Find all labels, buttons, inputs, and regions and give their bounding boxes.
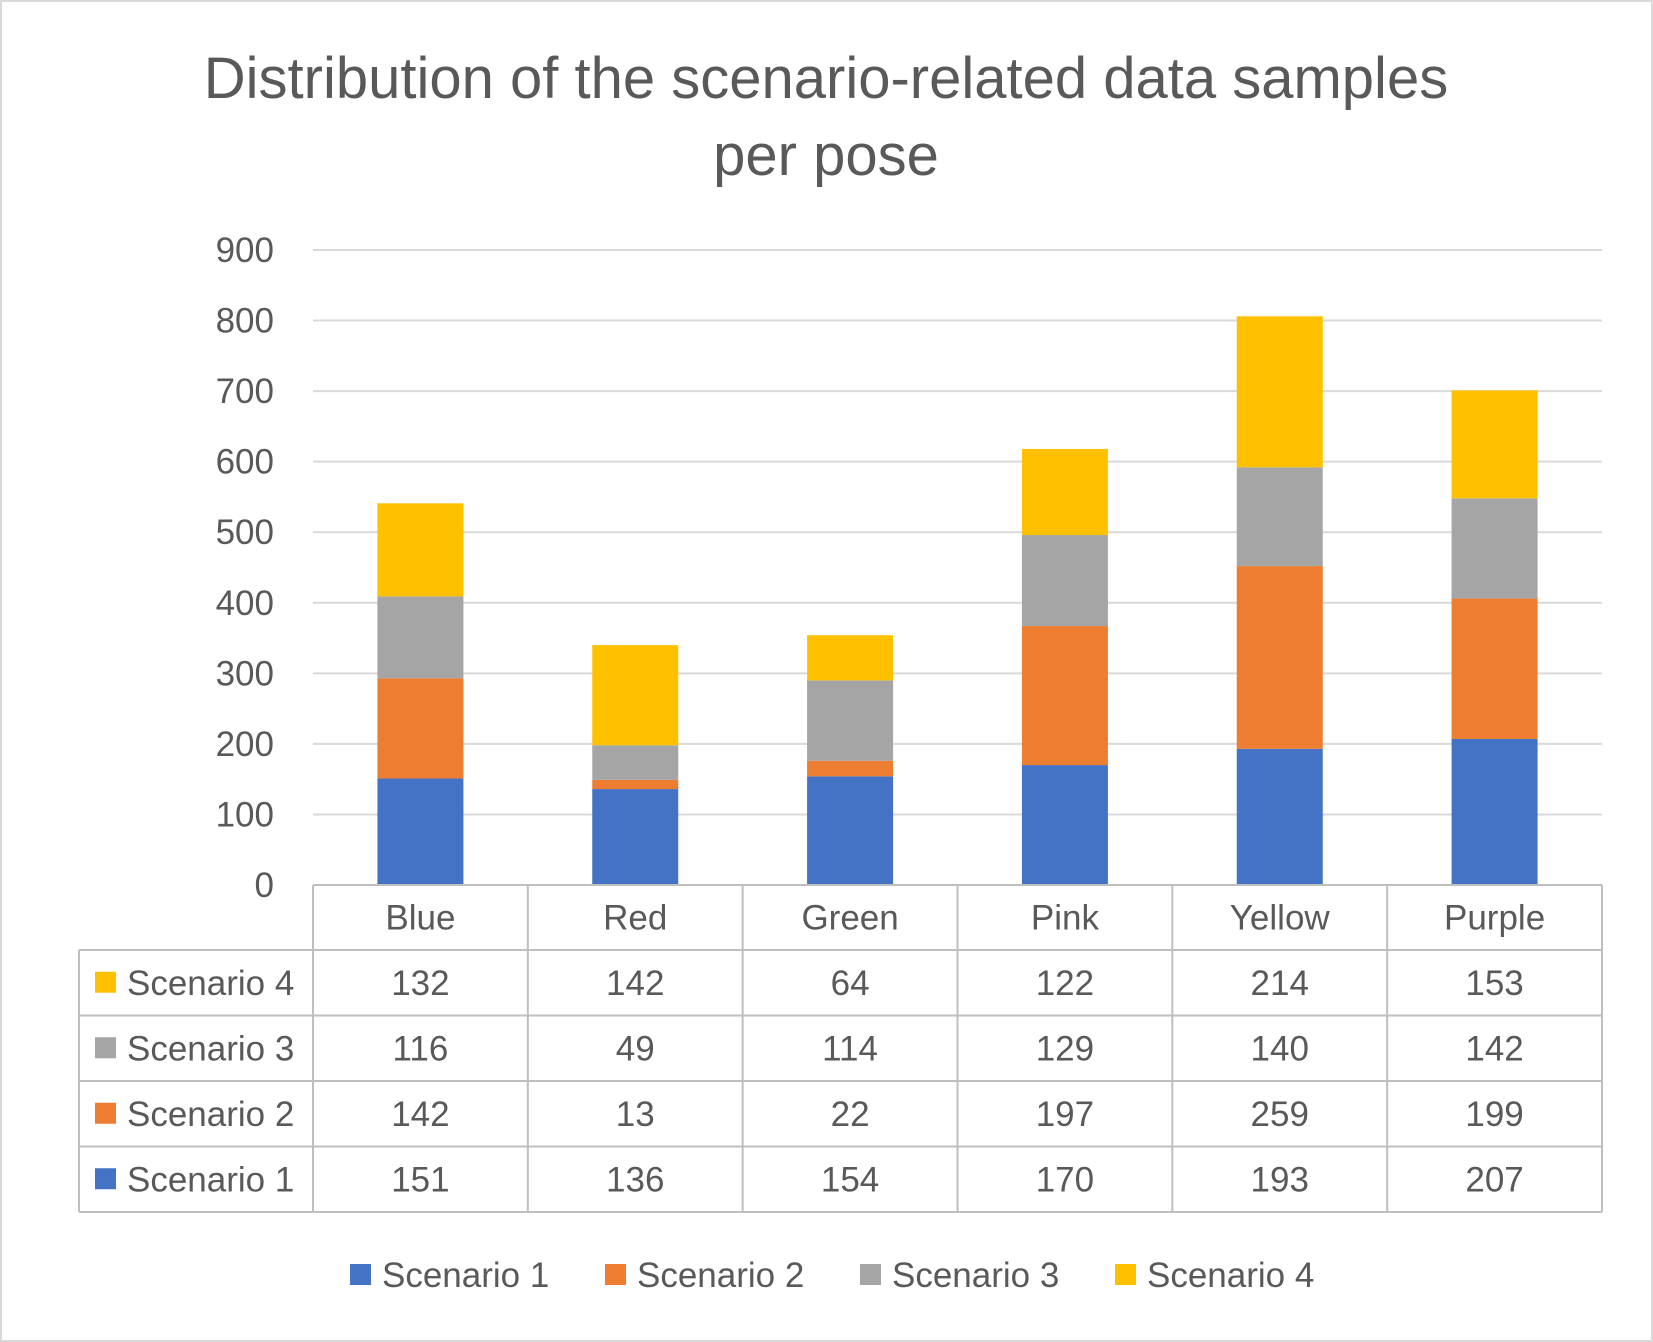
bar-segment-yellow-scenario-4 (1236, 316, 1323, 468)
category-label: Yellow (1230, 899, 1331, 938)
table-row-label: Scenario 3 (127, 1029, 294, 1068)
table-cell-value: 142 (1465, 1029, 1523, 1068)
bar-segment-pink-scenario-2 (1021, 626, 1108, 766)
table-legend-key (95, 1037, 116, 1059)
y-tick-label: 600 (216, 443, 274, 482)
table-cell-value: 136 (606, 1160, 664, 1199)
table-row-label: Scenario 1 (127, 1160, 294, 1199)
bar-segment-yellow-scenario-2 (1236, 566, 1323, 749)
y-tick-label: 200 (216, 725, 274, 764)
table-cell-value: 154 (821, 1160, 879, 1199)
bar-segment-blue-scenario-1 (377, 778, 464, 885)
category-label: Pink (1031, 899, 1100, 938)
table-row-label: Scenario 2 (127, 1095, 294, 1134)
category-label: Green (801, 899, 898, 938)
y-tick-label: 700 (216, 372, 274, 411)
table-cell-value: 13 (616, 1095, 655, 1134)
bar-segment-purple-scenario-1 (1451, 738, 1538, 885)
table-cell-value: 49 (616, 1029, 655, 1068)
category-label: Red (603, 899, 667, 938)
y-tick-label: 500 (216, 513, 274, 552)
legend-label: Scenario 1 (382, 1256, 549, 1295)
table-cell-value: 170 (1036, 1160, 1094, 1199)
bar-segment-red-scenario-3 (592, 745, 679, 780)
gridlines (313, 249, 1602, 816)
category-label: Purple (1444, 899, 1545, 938)
bar-segment-purple-scenario-3 (1451, 498, 1538, 599)
table-legend-key (95, 971, 116, 993)
legend-label: Scenario 2 (637, 1256, 804, 1295)
table-legend-key (95, 1168, 116, 1190)
table-cell-value: 122 (1036, 964, 1094, 1003)
legend-label: Scenario 4 (1147, 1256, 1314, 1295)
table-cell-value: 151 (391, 1160, 449, 1199)
table-cell-value: 197 (1036, 1095, 1094, 1134)
table-cell-value: 129 (1036, 1029, 1094, 1068)
table-cell-value: 259 (1251, 1095, 1309, 1134)
y-tick-label: 100 (216, 795, 274, 834)
chart-title-line-1: Distribution of the scenario-related dat… (204, 46, 1448, 111)
legend-key (1115, 1264, 1136, 1285)
legend: Scenario 1 Scenario 2 Scenario 3 Scenario 4 (350, 1256, 1314, 1295)
table-cell-value: 64 (831, 964, 870, 1003)
bar-segment-blue-scenario-3 (377, 596, 464, 679)
table-cell-value: 114 (822, 1029, 878, 1068)
table-cell-value: 142 (391, 1095, 449, 1134)
y-axis-tick-labels: 0 100 200 300 400 500 600 700 800 900 (216, 231, 274, 905)
table-cell-value: 207 (1465, 1160, 1523, 1199)
bar-segment-red-scenario-1 (592, 789, 679, 885)
table-cell-value: 214 (1251, 964, 1309, 1003)
bar-segment-pink-scenario-4 (1021, 448, 1108, 536)
table-cell-value: 116 (393, 1029, 449, 1068)
table-cell-value: 142 (606, 964, 664, 1003)
bar-segment-green-scenario-3 (807, 680, 894, 761)
bar-segment-green-scenario-4 (807, 635, 894, 681)
table-cell-value: 193 (1251, 1160, 1309, 1199)
table-cell-value: 153 (1465, 964, 1523, 1003)
y-tick-label: 400 (216, 584, 274, 623)
bar-segment-purple-scenario-2 (1451, 598, 1538, 739)
table-cell-value: 22 (831, 1095, 870, 1134)
y-tick-label: 800 (216, 302, 274, 341)
bar-segment-blue-scenario-4 (377, 503, 464, 597)
bar-segment-pink-scenario-3 (1021, 535, 1108, 627)
table-cell-value: 140 (1251, 1029, 1309, 1068)
legend-label: Scenario 3 (892, 1256, 1059, 1295)
table-row-label: Scenario 4 (127, 964, 294, 1003)
bar-segment-red-scenario-2 (592, 779, 679, 790)
y-tick-label: 0 (255, 866, 274, 905)
bar-segment-yellow-scenario-1 (1236, 748, 1323, 885)
bar-segment-red-scenario-4 (592, 645, 679, 746)
legend-key (350, 1264, 371, 1285)
table-legend-key (95, 1102, 116, 1124)
y-tick-label: 300 (216, 654, 274, 693)
bar-segment-yellow-scenario-3 (1236, 467, 1323, 567)
bar-segment-green-scenario-1 (807, 776, 894, 885)
bar-segment-blue-scenario-2 (377, 678, 464, 779)
data-table: Blue Red Green Pink Yellow Purple Scenario 4 13… (78, 884, 1603, 1213)
category-label: Blue (385, 899, 455, 938)
legend-key (860, 1264, 881, 1285)
table-cell-value: 132 (391, 964, 449, 1003)
table-cell-value: 199 (1465, 1095, 1523, 1134)
bar-segment-purple-scenario-4 (1451, 390, 1538, 499)
legend-key (605, 1264, 626, 1285)
bars (377, 316, 1538, 885)
bar-segment-pink-scenario-1 (1021, 765, 1108, 885)
chart-title-line-2: per pose (713, 123, 939, 188)
y-tick-label: 900 (216, 231, 274, 270)
bar-segment-green-scenario-2 (807, 760, 894, 777)
